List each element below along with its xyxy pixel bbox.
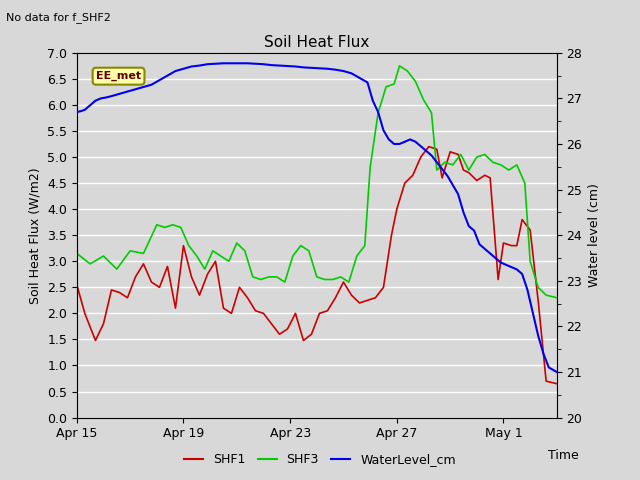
SHF3 [489,159,497,165]
WaterLevel_cm [460,210,467,216]
Text: Time: Time [548,449,579,462]
WaterLevel_cm [553,369,561,375]
SHF3 [396,63,403,69]
WaterLevel_cm [73,109,81,115]
Y-axis label: Soil Heat Flux (W/m2): Soil Heat Flux (W/m2) [29,167,42,303]
Text: No data for f_SHF2: No data for f_SHF2 [6,12,111,23]
SHF3 [217,253,225,259]
SHF1 [425,144,433,149]
Legend: SHF1, SHF3, WaterLevel_cm: SHF1, SHF3, WaterLevel_cm [179,448,461,471]
SHF1 [553,381,561,386]
WaterLevel_cm [486,251,494,256]
Title: Soil Heat Flux: Soil Heat Flux [264,35,369,50]
WaterLevel_cm [476,241,483,247]
SHF3 [412,79,419,84]
SHF3 [553,295,561,300]
SHF1 [73,282,81,288]
Y-axis label: Water level (cm): Water level (cm) [588,183,601,287]
SHF3 [534,285,542,290]
SHF1 [417,154,425,160]
SHF3 [73,251,81,256]
SHF1 [324,308,332,313]
WaterLevel_cm [513,266,520,272]
Line: SHF1: SHF1 [77,146,557,384]
SHF1 [308,331,316,337]
SHF3 [209,248,216,254]
SHF1 [212,258,220,264]
WaterLevel_cm [220,60,227,66]
SHF3 [441,159,449,165]
SHF1 [228,311,236,316]
WaterLevel_cm [470,228,478,233]
SHF1 [542,378,550,384]
Line: WaterLevel_cm: WaterLevel_cm [77,63,557,372]
WaterLevel_cm [102,95,110,100]
Line: SHF3: SHF3 [77,66,557,298]
Text: EE_met: EE_met [96,71,141,81]
